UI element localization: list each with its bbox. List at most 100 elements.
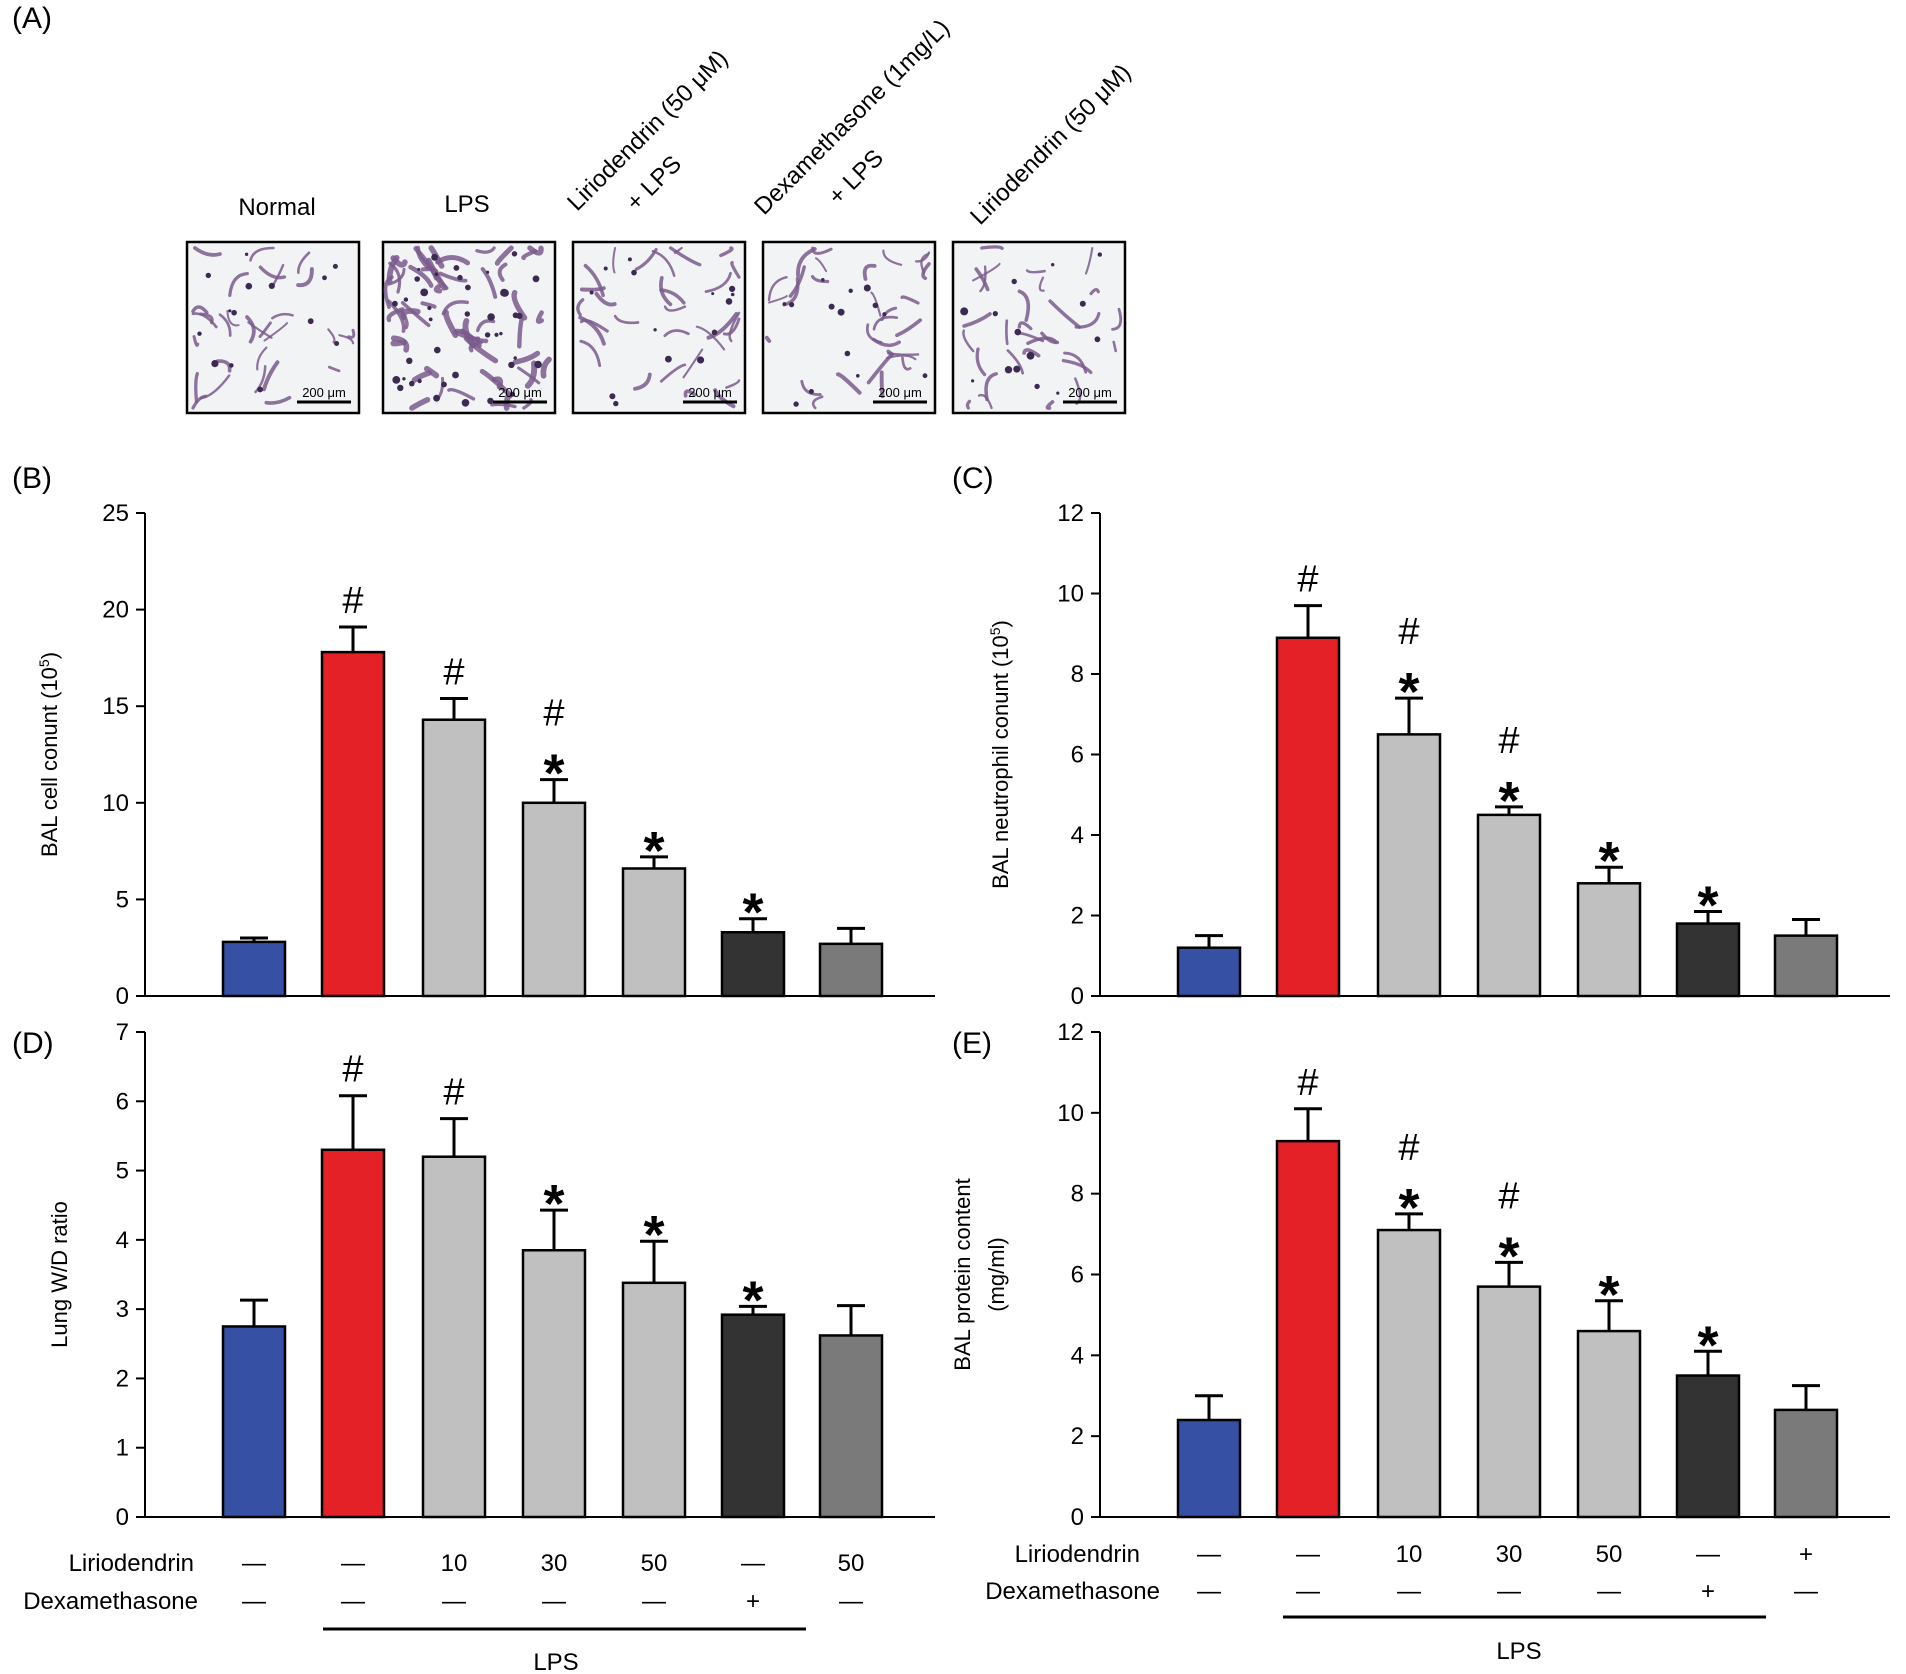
dexamethasone-cell: — [642, 1588, 666, 1615]
dexamethasone-cell: — [1794, 1578, 1818, 1605]
bar [521, 1249, 587, 1519]
alveolar-wall [962, 329, 975, 353]
cell-nucleus [268, 282, 275, 289]
cell-nucleus [848, 288, 853, 293]
cell-nucleus [729, 285, 736, 292]
condition-table-right: Liriodendrin Dexamethasone — — 10 30 50 — + — — — — —… [985, 1541, 1818, 1665]
alveolar-wall [1045, 400, 1055, 410]
significance-hash: # [443, 651, 464, 693]
significance-star: * [1598, 1265, 1619, 1325]
bar [1773, 1408, 1839, 1519]
cell-nucleus [603, 266, 608, 271]
y-axis-label: BAL neutrophil conunt (105) [987, 620, 1013, 889]
alveolar-wall [262, 360, 280, 392]
y-tick-label: 2 [1071, 1423, 1084, 1450]
y-axis-label: BAL protein content [950, 1178, 975, 1370]
alveolar-wall [683, 389, 697, 398]
bar [320, 1148, 386, 1519]
cell-nucleus [960, 307, 969, 316]
cell-nucleus [711, 292, 715, 296]
row-label-liriodendrin: Liriodendrin [69, 1550, 194, 1577]
cell-nucleus [697, 356, 705, 364]
y-tick-label: 2 [1071, 903, 1084, 930]
histology-tissue-3 [576, 246, 741, 409]
cell-nucleus [510, 391, 515, 397]
panel-letter: (C) [952, 462, 994, 495]
significance-hash: # [543, 693, 564, 735]
y-tick-label: 8 [1071, 661, 1084, 688]
cell-nucleus [789, 302, 795, 308]
dexamethasone-cell: — [839, 1588, 863, 1615]
cell-nucleus [441, 381, 447, 388]
alveolar-wall [782, 276, 800, 307]
bar [1675, 1374, 1741, 1519]
significance-hash: # [1398, 611, 1419, 653]
cell-nucleus [1004, 366, 1013, 374]
panel-letter: (E) [952, 1027, 992, 1060]
alveolar-wall [659, 363, 687, 383]
alveolar-wall [258, 321, 272, 339]
alveolar-wall [764, 335, 772, 343]
alveolar-wall [228, 272, 249, 297]
histology-group-2: LPS 200 μm [381, 191, 557, 415]
histology-tissue-4 [764, 246, 931, 410]
bar [720, 1313, 786, 1519]
y-tick-label: 0 [1071, 1504, 1084, 1531]
cell-nucleus [392, 376, 401, 384]
alveolar-wall [713, 388, 736, 409]
cell-nucleus [808, 389, 814, 394]
scale-bar-label-5: 200 μm [1068, 385, 1112, 400]
alveolar-wall [659, 288, 686, 305]
cell-nucleus [244, 252, 249, 256]
significance-star: * [1598, 831, 1619, 891]
cell-nucleus [433, 394, 440, 402]
y-tick-label: 5 [116, 886, 129, 913]
dexamethasone-cell: — [1597, 1578, 1621, 1605]
bar [1176, 1418, 1242, 1519]
cell-nucleus [427, 305, 432, 311]
y-tick-label: 20 [102, 597, 129, 624]
panel-letter: (B) [12, 462, 52, 495]
alveolar-wall [706, 312, 739, 340]
dexamethasone-cell: — [341, 1588, 365, 1615]
alveolar-wall [540, 356, 552, 379]
bar [1576, 1329, 1642, 1519]
alveolar-wall [612, 247, 617, 274]
y-tick-label: 4 [116, 1227, 129, 1254]
y-tick-label: 15 [102, 693, 129, 720]
dexamethasone-cell: — [1296, 1578, 1320, 1605]
alveolar-wall [1074, 311, 1101, 329]
alveolar-wall [578, 315, 606, 346]
cell-nucleus [500, 288, 509, 297]
alveolar-wall [420, 301, 437, 309]
alveolar-wall [409, 397, 431, 411]
liriodendrin-cell: — [341, 1550, 365, 1577]
cell-nucleus [1094, 336, 1101, 343]
alveolar-wall [722, 317, 741, 336]
liriodendrin-cell: 10 [1396, 1541, 1423, 1568]
cell-nucleus [534, 360, 542, 369]
alveolar-wall [254, 364, 267, 394]
bar [320, 650, 386, 998]
cell-nucleus [420, 288, 429, 297]
y-tick-label: 4 [1071, 822, 1084, 849]
bar [720, 930, 786, 998]
alveolar-wall [862, 263, 877, 281]
cell-nucleus [1013, 365, 1021, 373]
cell-nucleus [1051, 263, 1055, 267]
y-tick-label: 7 [116, 1019, 129, 1046]
alveolar-wall [527, 245, 544, 256]
cell-nucleus [494, 332, 499, 337]
cell-nucleus [508, 361, 515, 369]
bar [818, 1334, 884, 1519]
y-tick-label: 2 [116, 1365, 129, 1392]
y-tick-label: 0 [116, 983, 129, 1010]
cell-nucleus [499, 331, 503, 336]
alveolar-wall [433, 284, 443, 294]
bar [421, 718, 487, 998]
alveolar-wall [613, 314, 640, 325]
dexamethasone-cell: + [1701, 1578, 1715, 1605]
histology-header-2: LPS [444, 191, 489, 218]
y-tick-label: 3 [116, 1296, 129, 1323]
alveolar-wall [494, 245, 514, 266]
